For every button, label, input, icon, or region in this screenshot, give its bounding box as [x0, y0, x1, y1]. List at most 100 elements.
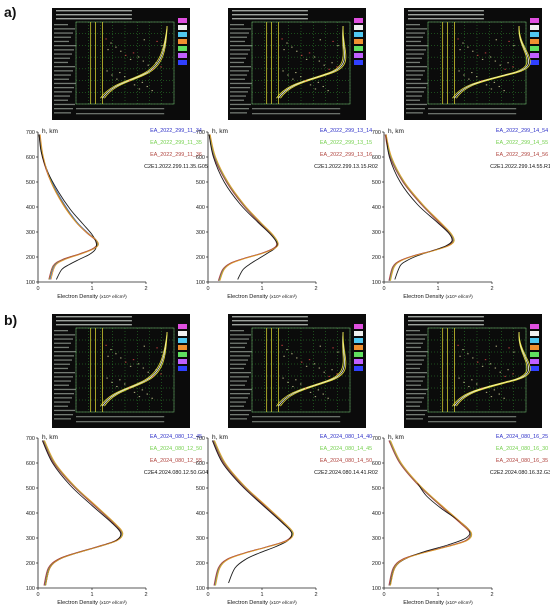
y-tick-label: 300	[26, 536, 35, 542]
ionogram-frame	[75, 327, 175, 413]
ionogram-echo	[147, 371, 149, 373]
ionogram-info-line	[230, 388, 252, 391]
legend-entry: C2E1.2022.299.14.55.R18	[490, 164, 550, 170]
ionogram-echo	[318, 367, 321, 369]
ionogram-echo	[317, 81, 320, 83]
ionogram-info-line	[406, 367, 420, 370]
ionogram-echo	[494, 60, 497, 62]
ionogram-legend-swatch	[354, 324, 363, 329]
ionogram-echo	[156, 347, 158, 349]
ionogram-echo	[132, 359, 135, 361]
ionogram-trace	[104, 332, 168, 407]
legend-entry: EA_2024_080_12_45	[150, 434, 202, 440]
ionogram-echo	[160, 66, 162, 68]
ionogram-info-line	[406, 351, 428, 353]
ionogram-info-line	[406, 401, 422, 403]
ionogram-footer-line	[428, 421, 517, 423]
profile-line-orange	[44, 440, 124, 586]
ionogram-legend-swatch	[354, 60, 363, 65]
ionogram-info-line	[406, 95, 422, 97]
ionogram-info-line	[230, 418, 247, 420]
x-tick-label: 1	[436, 592, 439, 598]
ionogram-echo	[143, 39, 146, 41]
ionogram-echo	[323, 371, 325, 373]
ionogram-echo	[281, 38, 283, 40]
ionogram-echo	[133, 391, 136, 393]
y-tick-label: 400	[372, 511, 381, 517]
y-axis-label: h, km	[42, 434, 58, 441]
ionogram-echo	[472, 50, 474, 52]
ionogram-echo	[319, 39, 322, 41]
ionogram-background	[228, 8, 366, 120]
ionogram-info-line	[230, 57, 246, 59]
ionogram-echo	[146, 393, 148, 395]
y-tick-label: 200	[196, 255, 205, 261]
y-tick-label: 100	[26, 586, 35, 592]
ionogram-echo	[116, 78, 118, 80]
legend-entry: EA_2022_299_14_55	[496, 140, 548, 146]
ionogram-echo	[151, 90, 153, 92]
profile-line-blue	[385, 134, 454, 281]
legend-entry: EA_2024_080_16_35	[496, 458, 548, 464]
y-tick-label: 400	[196, 511, 205, 517]
ionogram-echo	[484, 359, 487, 361]
ionogram-echo	[493, 81, 496, 83]
ionogram-echo	[498, 393, 500, 395]
ionogram-info-line	[230, 334, 251, 336]
ionogram-legend-swatch	[178, 32, 187, 37]
ionogram-info-line	[54, 108, 73, 110]
x-axis-label: Electron Density (x10⁶ el/cm³)	[227, 600, 297, 606]
x-axis-label: Electron Density (x10⁶ el/cm³)	[403, 600, 473, 606]
ionogram-echo	[313, 363, 316, 365]
ionogram-header-line	[408, 10, 484, 12]
ionogram-legend-swatch	[178, 46, 187, 51]
ionogram-info-line	[230, 409, 251, 412]
ionogram-header-line	[232, 14, 308, 16]
ionogram-info-line	[406, 372, 427, 374]
profile-line-black	[390, 482, 471, 585]
ionogram-info-line	[406, 87, 426, 89]
y-tick-label: 200	[26, 561, 35, 567]
ionogram-echo	[513, 351, 515, 353]
ionogram-info-line	[230, 99, 244, 101]
ionogram-echo	[459, 355, 461, 357]
x-axis-label: Electron Density (x10⁶ el/cm³)	[57, 600, 127, 606]
ionogram-info-line	[54, 338, 73, 340]
density-chart: 100 200 300 400 500 600 700 0 1 2 h, km Electron De…	[26, 434, 208, 606]
x-tick-label: 2	[490, 286, 493, 292]
ionogram-info-line	[230, 70, 249, 72]
ionogram-info-line	[406, 334, 427, 336]
x-axis-label-text: Electron Density	[227, 294, 269, 300]
ionogram-legend-swatch	[354, 46, 363, 51]
ionogram-echo	[155, 369, 157, 371]
ionogram-info-line	[406, 91, 424, 93]
ionogram-info-line	[54, 24, 68, 26]
ionogram-legend-swatch	[354, 39, 363, 44]
ionogram-echo	[472, 357, 474, 359]
ionogram-trace	[280, 26, 347, 99]
ionogram-echo	[119, 379, 121, 381]
legend-entry: C2E4.2024.080.12.50.G04	[144, 470, 208, 476]
x-axis-label: Electron Density (x10⁶ el/cm³)	[57, 294, 127, 300]
y-tick-label: 100	[26, 280, 35, 286]
ionogram-frame	[75, 21, 175, 105]
ionogram-legend-swatch	[354, 338, 363, 343]
ionogram-echo	[128, 80, 131, 82]
ionogram-echo	[314, 88, 317, 90]
legend-entry: EA_2022_299_13_16	[320, 152, 372, 158]
ionogram-echo	[295, 72, 297, 74]
ionogram-info-line	[406, 338, 425, 340]
ionogram-info-line	[54, 91, 72, 93]
ionogram-echo	[132, 52, 135, 54]
ionogram-info-line	[230, 393, 250, 395]
ionogram-info-line	[406, 414, 425, 416]
ionogram-panel	[228, 8, 366, 120]
ionogram-echo	[462, 349, 464, 351]
y-tick-label: 500	[196, 486, 205, 492]
x-tick-label: 2	[314, 592, 317, 598]
y-axis-label: h, km	[212, 434, 228, 441]
ionogram-info-line	[230, 82, 252, 85]
x-axis-unit: (x10⁶ el/cm³)	[269, 294, 297, 300]
ionogram-panel	[52, 314, 190, 428]
ionogram-info-line	[406, 61, 420, 64]
